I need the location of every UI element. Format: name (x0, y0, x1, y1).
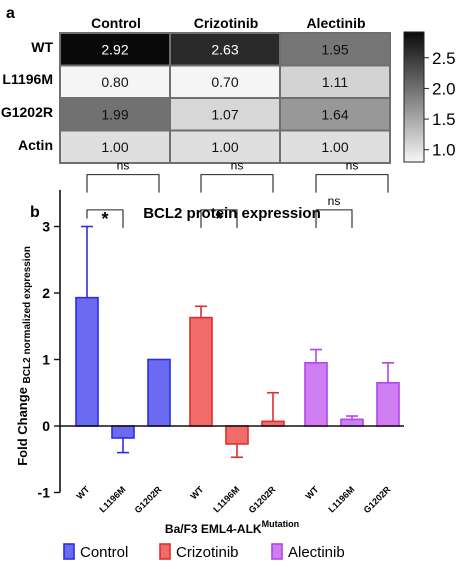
significance-label: * (215, 209, 222, 229)
significance-bracket (315, 209, 353, 228)
significance-bracket (86, 209, 124, 228)
significance-label: * (101, 209, 108, 229)
colorbar-tick-label: 1.5 (432, 110, 456, 129)
colorbar-tick-label: 1.0 (432, 141, 456, 160)
x-tick-labels: WT L1196M G1202R WT L1196M G1202R WT L1196M G120… (74, 484, 392, 515)
heatmap-cell-value: 1.99 (101, 106, 128, 122)
bar-series (75, 225, 400, 459)
bar (376, 381, 400, 427)
heatmap-cell (279, 129, 391, 164)
heatmap-cell-labels: 2.92 2.63 1.95 0.80 0.70 1.11 1.99 1.07 1.64 1.00… (101, 41, 348, 155)
heatmap-row-header: L1196M (2, 71, 53, 87)
panel-letter-a: a (6, 5, 15, 22)
legend-label: Alectinib (288, 544, 345, 561)
heatmap-row-header: Actin (18, 137, 53, 153)
heatmap-column-headers: Control Crizotinib Alectinib (91, 15, 365, 31)
legend: Control Crizotinib Alectinib (63, 543, 345, 561)
heatmap-cell (59, 129, 171, 164)
heatmap-cells (59, 32, 391, 164)
heatmap-panel: a Control Crizotinib Alectinib WT L1196M… (1, 5, 456, 164)
heatmap-cell-value: 1.07 (211, 106, 238, 122)
significance-label: ns (346, 159, 359, 173)
legend-swatch (63, 543, 75, 560)
heatmap-cell-value: 0.80 (101, 74, 128, 90)
heatmap-column-header: Alectinib (306, 15, 365, 31)
bar (225, 425, 249, 445)
heatmap-row-header: WT (31, 39, 53, 55)
bar (340, 418, 364, 427)
y-tick-label: 3 (42, 219, 50, 235)
colorbar-tick-label: 2.5 (432, 49, 456, 68)
colorbar-ticks: 2.5 2.0 1.5 1.0 (424, 49, 456, 160)
y-tick-label: 0 (42, 418, 50, 434)
x-axis-label-superscript: Mutation (262, 519, 300, 529)
y-tick-label: 2 (42, 285, 50, 301)
heatmap-cell-value: 1.00 (211, 139, 238, 155)
bar (111, 425, 135, 439)
heatmap-cell-value: 2.63 (211, 41, 238, 57)
significance-bracket (315, 174, 389, 193)
colorbar-gradient (403, 31, 425, 163)
panel-letter-b: b (30, 204, 40, 221)
heatmap-cell-value: 1.95 (321, 41, 348, 57)
x-tick-label: WT (188, 484, 205, 501)
y-axis-label: Fold Change BCL2 normalized expression (15, 246, 33, 466)
significance-bracket (200, 174, 274, 193)
heatmap-cell (169, 97, 281, 132)
heatmap-cell-value: 1.00 (321, 139, 348, 155)
bar (75, 296, 99, 427)
x-axis-label-main: Ba/F3 EML4-ALK (165, 522, 262, 536)
bar (189, 316, 213, 427)
heatmap-row-headers: WT L1196M G1202R Actin (1, 39, 54, 153)
legend-label: Crizotinib (176, 544, 239, 561)
heatmap-cell-value: 1.64 (321, 106, 348, 122)
y-tick-label: -1 (38, 485, 51, 501)
x-tick-label: WT (74, 484, 91, 501)
heatmap-cell-value: 2.92 (101, 41, 128, 57)
x-tick-label: L1196M (97, 484, 127, 514)
legend-label: Control (80, 544, 128, 561)
y-axis: 3 2 1 0 -1 (38, 189, 61, 501)
bar (147, 358, 171, 427)
heatmap-cell-value: 0.70 (211, 74, 238, 90)
y-axis-label-main: Fold Change (15, 387, 30, 466)
legend-swatch (271, 543, 283, 560)
x-tick-label: L1196M (326, 484, 356, 514)
x-tick-label: G1202R (133, 484, 164, 515)
bar (304, 362, 328, 427)
y-tick-label: 1 (42, 352, 50, 368)
x-tick-label: L1196M (211, 484, 241, 514)
significance-label: ns (328, 194, 341, 208)
heatmap-column-header: Crizotinib (194, 15, 259, 31)
colorbar-tick-label: 2.0 (432, 79, 456, 98)
x-axis-label: Ba/F3 EML4-ALKMutation (165, 519, 299, 536)
heatmap-cell (279, 64, 391, 99)
significance-brackets: * ns * ns ns ns (86, 159, 389, 229)
heatmap-column-header: Control (91, 15, 141, 31)
legend-swatch (159, 543, 171, 560)
significance-label: ns (231, 159, 244, 173)
significance-bracket (200, 209, 238, 228)
x-tick-label: G1202R (247, 484, 278, 515)
x-tick-label: G1202R (362, 484, 393, 515)
heatmap-colorbar: 2.5 2.0 1.5 1.0 (403, 31, 456, 163)
x-tick-label: WT (303, 484, 320, 501)
significance-label: ns (117, 159, 130, 173)
heatmap-row-header: G1202R (1, 104, 53, 120)
heatmap-cell-value: 1.11 (322, 74, 348, 90)
bar-chart-panel: b BCL2 protein expression Fold Change BC… (15, 159, 404, 561)
chart-title: BCL2 protein expression (143, 205, 321, 222)
heatmap-cell-value: 1.00 (101, 139, 128, 155)
y-axis-label-subscript: BCL2 normalized expression (22, 246, 33, 383)
significance-bracket (86, 174, 160, 193)
